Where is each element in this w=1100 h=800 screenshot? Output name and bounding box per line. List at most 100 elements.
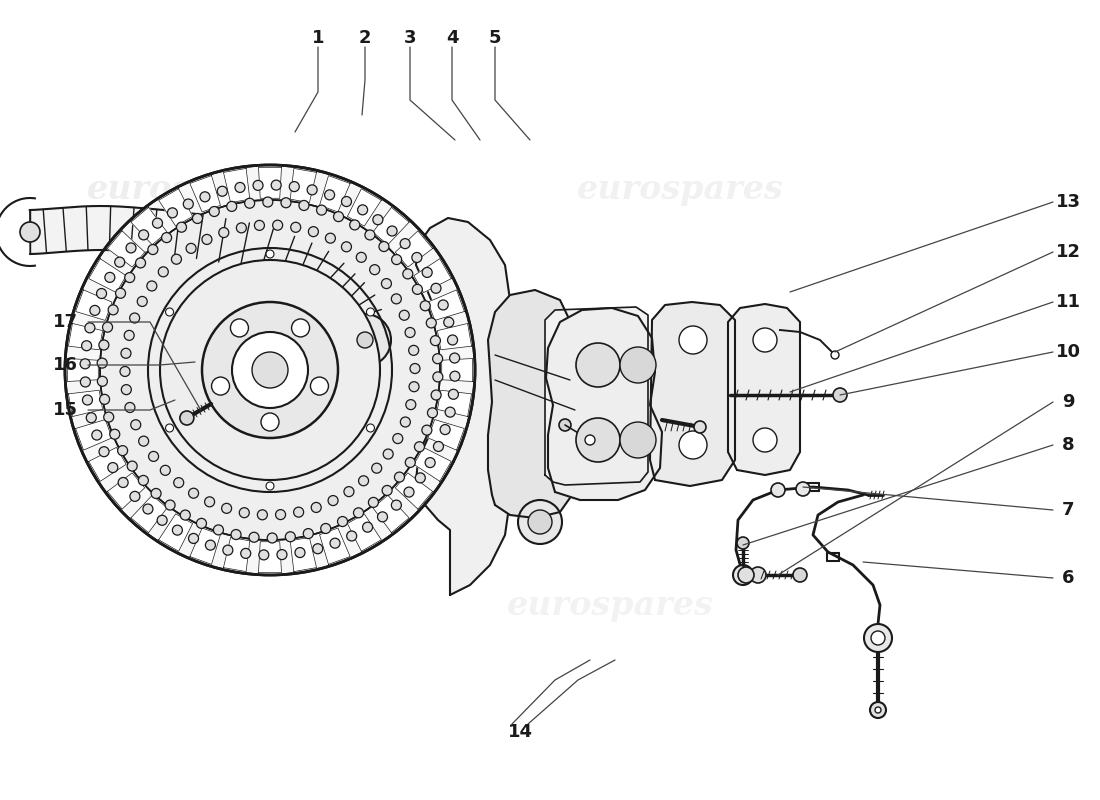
- Circle shape: [232, 332, 308, 408]
- Circle shape: [431, 390, 441, 400]
- Circle shape: [307, 185, 317, 195]
- Circle shape: [165, 424, 174, 432]
- Polygon shape: [544, 307, 648, 485]
- Circle shape: [99, 340, 109, 350]
- Circle shape: [754, 428, 777, 452]
- Circle shape: [870, 702, 886, 718]
- Text: 7: 7: [1062, 501, 1075, 519]
- Circle shape: [180, 411, 194, 425]
- Polygon shape: [190, 176, 220, 212]
- Circle shape: [257, 510, 267, 520]
- Circle shape: [244, 198, 255, 208]
- Text: 11: 11: [1056, 293, 1080, 311]
- Circle shape: [679, 431, 707, 459]
- Polygon shape: [395, 473, 432, 509]
- Circle shape: [620, 422, 656, 458]
- Polygon shape: [67, 358, 98, 382]
- Circle shape: [151, 489, 161, 498]
- Circle shape: [124, 330, 134, 340]
- Circle shape: [576, 343, 620, 387]
- Circle shape: [363, 522, 373, 532]
- Circle shape: [130, 491, 140, 502]
- Circle shape: [118, 446, 128, 456]
- Circle shape: [125, 402, 135, 413]
- Circle shape: [382, 278, 392, 289]
- Circle shape: [277, 550, 287, 560]
- Circle shape: [180, 510, 190, 520]
- Circle shape: [114, 257, 124, 267]
- Circle shape: [620, 347, 656, 383]
- Circle shape: [116, 288, 125, 298]
- Circle shape: [108, 305, 118, 315]
- Circle shape: [403, 269, 412, 279]
- Circle shape: [377, 512, 387, 522]
- Circle shape: [428, 408, 438, 418]
- Circle shape: [353, 508, 363, 518]
- Circle shape: [395, 472, 405, 482]
- Text: 5: 5: [488, 29, 502, 47]
- Circle shape: [679, 326, 707, 354]
- Circle shape: [356, 252, 366, 262]
- Circle shape: [409, 346, 419, 355]
- Polygon shape: [108, 473, 145, 509]
- Circle shape: [400, 238, 410, 249]
- Polygon shape: [131, 207, 167, 245]
- Circle shape: [139, 436, 148, 446]
- Circle shape: [438, 300, 448, 310]
- Text: eurospares: eurospares: [576, 174, 783, 206]
- Text: 9: 9: [1062, 393, 1075, 411]
- Circle shape: [235, 182, 245, 193]
- Polygon shape: [158, 189, 192, 226]
- Circle shape: [276, 510, 286, 520]
- Circle shape: [280, 198, 292, 208]
- Circle shape: [258, 550, 268, 560]
- Circle shape: [289, 182, 299, 192]
- Polygon shape: [290, 169, 317, 202]
- Text: 16: 16: [53, 356, 77, 374]
- Circle shape: [90, 306, 100, 315]
- Polygon shape: [76, 419, 112, 450]
- Circle shape: [81, 341, 91, 350]
- Circle shape: [425, 458, 436, 468]
- Circle shape: [202, 302, 338, 438]
- Circle shape: [432, 354, 442, 364]
- Circle shape: [165, 308, 174, 316]
- Circle shape: [392, 500, 402, 510]
- Circle shape: [382, 486, 392, 495]
- Polygon shape: [89, 258, 127, 293]
- Circle shape: [126, 243, 136, 253]
- Circle shape: [292, 319, 309, 337]
- Circle shape: [267, 533, 277, 543]
- Circle shape: [252, 352, 288, 388]
- Circle shape: [392, 294, 402, 304]
- Circle shape: [192, 214, 202, 223]
- Circle shape: [167, 208, 177, 218]
- Circle shape: [138, 297, 147, 306]
- Circle shape: [443, 318, 453, 327]
- Circle shape: [254, 220, 264, 230]
- Circle shape: [135, 258, 145, 268]
- Circle shape: [266, 250, 274, 258]
- Circle shape: [433, 442, 443, 451]
- Circle shape: [231, 530, 241, 539]
- Circle shape: [165, 500, 175, 510]
- Circle shape: [304, 529, 313, 538]
- Circle shape: [162, 233, 172, 242]
- Circle shape: [830, 351, 839, 359]
- Circle shape: [121, 348, 131, 358]
- Circle shape: [359, 476, 369, 486]
- Circle shape: [404, 487, 414, 497]
- Polygon shape: [438, 323, 472, 350]
- Circle shape: [290, 222, 300, 232]
- Circle shape: [128, 461, 138, 471]
- Circle shape: [310, 377, 329, 395]
- Circle shape: [311, 502, 321, 513]
- Polygon shape: [348, 514, 382, 551]
- Circle shape: [80, 359, 90, 369]
- Circle shape: [366, 308, 374, 316]
- Circle shape: [227, 202, 236, 211]
- Circle shape: [409, 382, 419, 392]
- Circle shape: [324, 190, 334, 200]
- Circle shape: [420, 301, 430, 310]
- Polygon shape: [158, 514, 192, 551]
